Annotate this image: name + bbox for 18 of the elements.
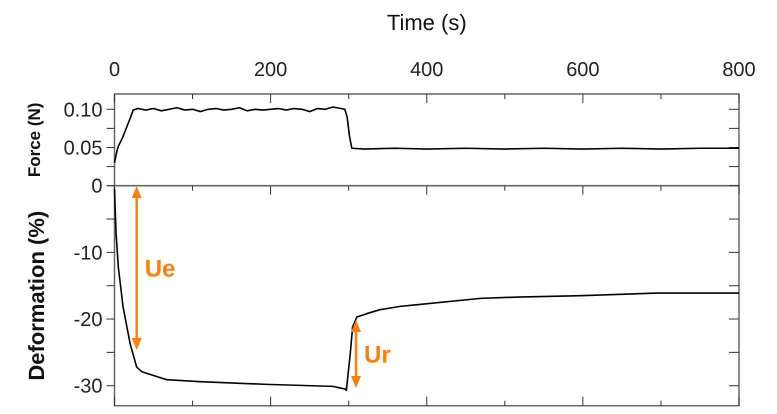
y-tick-label: -20 (74, 309, 102, 332)
y-tick-label: 0.10 (64, 99, 102, 122)
x-tick-label: 200 (254, 59, 288, 81)
y-tick-label: 0 (91, 176, 102, 198)
y-axis-title: Deformation (%) (24, 210, 49, 381)
y-axis-title: Force (N) (25, 102, 44, 178)
y-tick-label: 0.05 (64, 137, 102, 160)
line-series (114, 106, 740, 164)
y-tick-label: -30 (74, 376, 102, 398)
annotation: Ur (364, 341, 391, 368)
y-tick-label: -10 (74, 242, 102, 264)
x-axis-title: Time (s) (386, 10, 467, 35)
x-tick-label: 800 (722, 59, 756, 81)
x-tick-label: 400 (410, 59, 444, 81)
x-tick-label: 0 (108, 59, 120, 81)
x-tick-label: 600 (566, 59, 600, 81)
annotation: Ue (144, 255, 176, 282)
line-series (114, 188, 740, 392)
